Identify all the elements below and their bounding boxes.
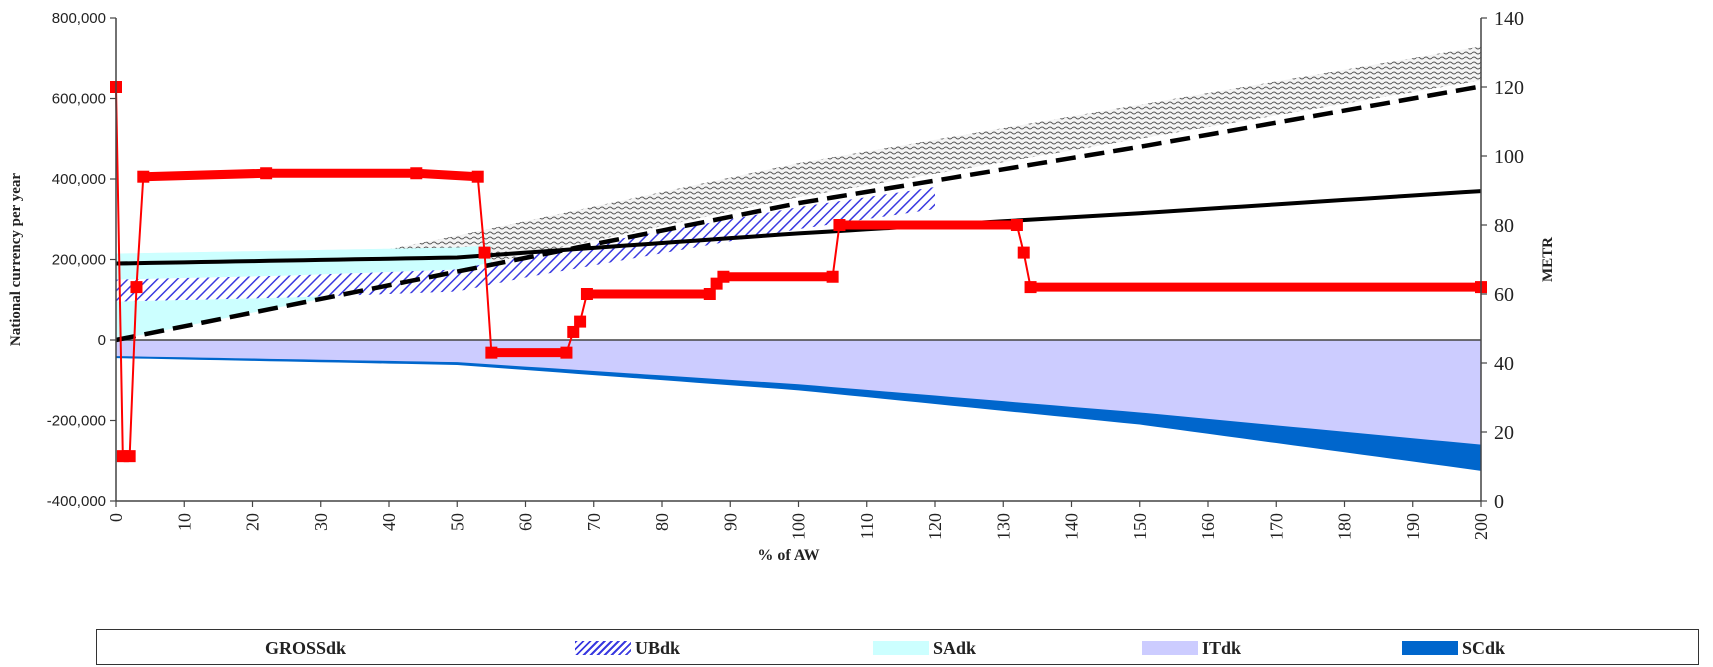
chart-canvas: -400,000 -200,000 0 200,000 400,000 600,000 80…	[8, 8, 1556, 564]
metr-marker	[471, 170, 484, 183]
x-tick-label: 0	[106, 513, 126, 522]
metr-marker	[833, 219, 846, 231]
metr-marker	[826, 270, 839, 283]
y-tick-label: -400,000	[47, 493, 106, 510]
x-tick-label: 60	[516, 513, 536, 531]
legend-item-it: ITdk	[1142, 638, 1241, 658]
metr-marker	[130, 281, 143, 294]
legend-swatch-it	[1142, 641, 1198, 655]
legend-label-it: ITdk	[1202, 637, 1242, 658]
y2-axis-label: METR	[1540, 237, 1556, 282]
y-tick-label: 0	[98, 332, 106, 349]
x-tick-label: 80	[652, 513, 672, 531]
x-tick-label: 130	[993, 513, 1013, 540]
x-tick-label: 90	[720, 513, 740, 531]
dashed-line	[115, 84, 1482, 343]
x-axis-label: % of AW	[757, 547, 819, 564]
x-tick-label: 20	[243, 513, 263, 531]
legend-item-sa: SAdk	[873, 638, 976, 658]
it-area	[116, 340, 1481, 445]
metr-marker	[580, 288, 593, 300]
y-tick-label: 600,000	[52, 91, 106, 108]
x-tick-label: 110	[857, 513, 877, 539]
x-tick-label: 180	[1335, 513, 1355, 540]
legend-swatch-ub	[575, 641, 631, 655]
x-tick-label: 50	[447, 513, 467, 531]
x-tick-label: 10	[174, 513, 194, 531]
x-tick-label: 140	[1062, 513, 1082, 540]
metr-marker	[567, 325, 580, 338]
metr-marker	[717, 270, 730, 283]
x-tick-label: 150	[1130, 513, 1150, 540]
y-axis-label: National currency per year	[8, 173, 24, 347]
y-tick-label: 800,000	[52, 10, 106, 27]
metr-marker	[560, 346, 573, 359]
y2-tick-label: 60	[1494, 284, 1514, 306]
y2-tick-label: 140	[1494, 8, 1524, 30]
x-tick-label: 120	[925, 513, 945, 540]
x-tick-label: 70	[584, 513, 604, 531]
legend-item-ub: UBdk	[575, 638, 680, 658]
metr-plateau	[143, 168, 267, 182]
income-line	[115, 189, 1482, 266]
y2-tick-label: 100	[1494, 146, 1524, 168]
x-tick-label: 200	[1471, 513, 1491, 540]
y-tick-label: 400,000	[52, 171, 106, 188]
y2-tick-label: 120	[1494, 77, 1524, 99]
y2-tick-label: 80	[1494, 215, 1514, 237]
x-tick-label: 170	[1266, 513, 1286, 540]
metr-marker	[137, 170, 150, 183]
legend-label-gross: GROSSdk	[265, 637, 347, 658]
legend-label-sc: SCdk	[1462, 637, 1506, 658]
ub-band	[116, 187, 935, 302]
y2-tick-label: 40	[1494, 353, 1514, 375]
legend-item-gross: GROSSdk	[265, 638, 346, 658]
metr-marker	[410, 167, 423, 180]
legend-label-ub: UBdk	[635, 637, 681, 658]
metr-marker	[574, 315, 587, 328]
y2-tick-label: 20	[1494, 422, 1514, 444]
y2-tick-label: 0	[1494, 491, 1504, 513]
x-tick-label: 160	[1198, 513, 1218, 540]
metr-marker	[1010, 219, 1023, 231]
legend-swatch-sa	[873, 641, 929, 655]
legend-swatch-sc	[1402, 641, 1458, 655]
x-tick-label: 30	[311, 513, 331, 531]
y-tick-label: 200,000	[52, 252, 106, 269]
metr-marker	[260, 167, 273, 180]
chart-legend: GROSSdk UBdk SAdk ITdk SCdk	[96, 629, 1699, 665]
x-tick-label: 100	[789, 513, 809, 540]
x-tick-label: 40	[379, 513, 399, 531]
metr-marker	[485, 346, 498, 359]
metr-marker	[1024, 281, 1037, 294]
legend-label-sa: SAdk	[933, 637, 977, 658]
legend-item-sc: SCdk	[1402, 638, 1505, 658]
x-tick-label: 190	[1403, 513, 1423, 540]
metr-plateau	[416, 168, 478, 182]
y-tick-label: -200,000	[47, 413, 106, 430]
metr-marker	[123, 450, 136, 463]
metr-marker	[703, 288, 716, 300]
metr-marker	[478, 246, 491, 259]
metr-marker	[1017, 246, 1030, 259]
